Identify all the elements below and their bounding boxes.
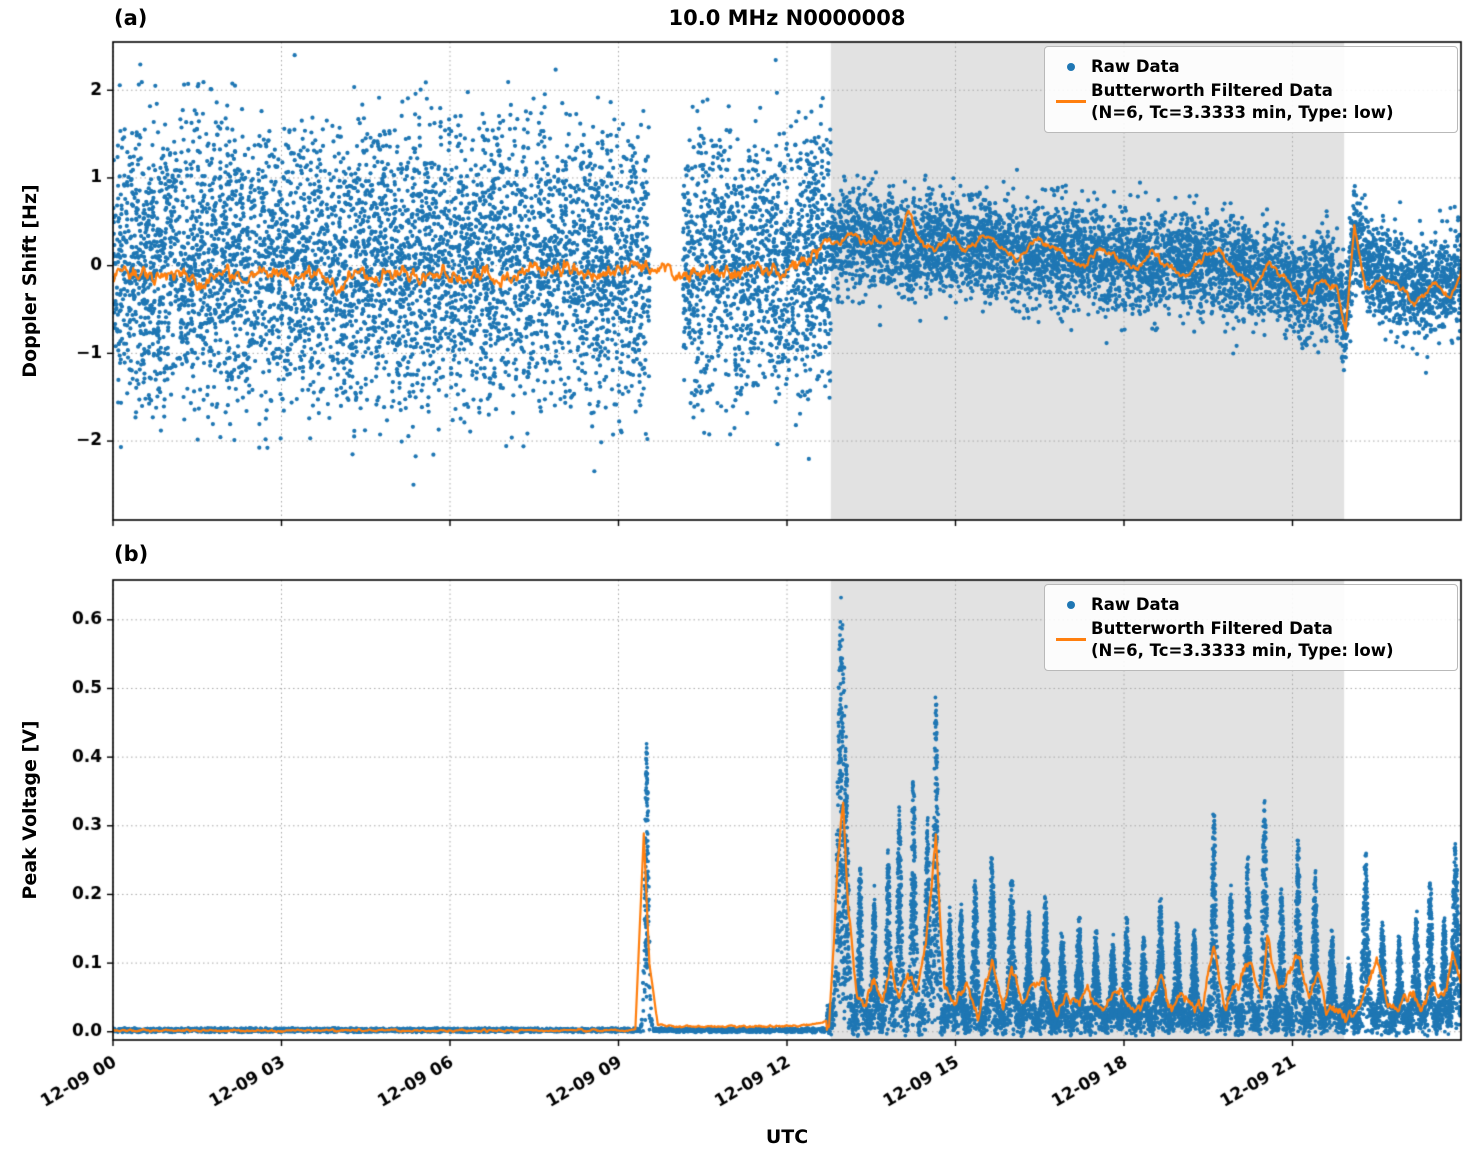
- legend-panel-b: Raw Data Butterworth Filtered Data (N=6,…: [1044, 584, 1458, 672]
- panel-b-label: (b): [114, 542, 149, 566]
- legend-filtered-label: Butterworth Filtered Data: [1091, 618, 1333, 638]
- legend-raw-row: Raw Data: [1051, 56, 1447, 78]
- filtered-line-marker-icon: [1051, 100, 1091, 104]
- raw-data-marker-icon: [1051, 62, 1091, 71]
- legend-filtered-params: (N=6, Tc=3.3333 min, Type: low): [1091, 102, 1394, 122]
- legend-panel-a: Raw Data Butterworth Filtered Data (N=6,…: [1044, 46, 1458, 134]
- legend-filtered-label: Butterworth Filtered Data: [1091, 80, 1333, 100]
- legend-filtered-params: (N=6, Tc=3.3333 min, Type: low): [1091, 640, 1394, 660]
- legend-raw-label: Raw Data: [1091, 57, 1180, 76]
- legend-raw-row: Raw Data: [1051, 594, 1447, 616]
- x-axis-label: UTC: [765, 1126, 809, 1148]
- legend-filtered-row: Butterworth Filtered Data (N=6, Tc=3.333…: [1051, 618, 1447, 662]
- legend-raw-label: Raw Data: [1091, 595, 1180, 614]
- panel-a-label: (a): [114, 6, 148, 30]
- chart-title: 10.0 MHz N0000008: [668, 6, 906, 30]
- y-axis-label-voltage: Peak Voltage [V]: [19, 720, 41, 900]
- legend-filtered-row: Butterworth Filtered Data (N=6, Tc=3.333…: [1051, 80, 1447, 124]
- y-axis-label-doppler: Doppler Shift [Hz]: [19, 184, 41, 378]
- raw-data-marker-icon: [1051, 600, 1091, 609]
- filtered-line-marker-icon: [1051, 638, 1091, 642]
